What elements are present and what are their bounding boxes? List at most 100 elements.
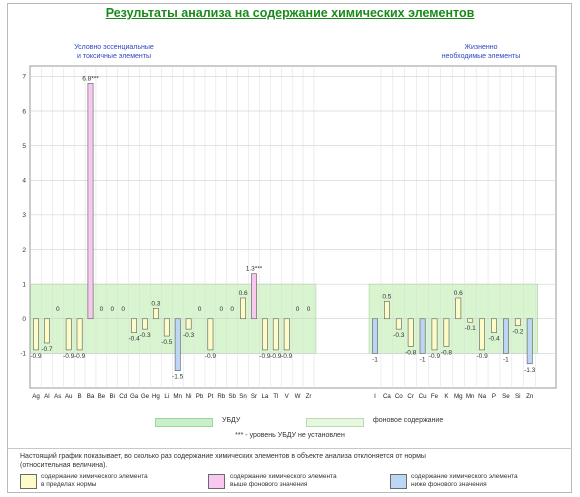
- legend-normal-line1: содержание химического элемента: [41, 473, 148, 480]
- legend-normal-text: содержание химического элемента в предел…: [41, 473, 148, 489]
- data-label-au: -0.9: [63, 353, 75, 360]
- data-label-b: -0.9: [74, 353, 86, 360]
- data-label-cu: -1: [420, 356, 426, 363]
- data-label-li: -0.5: [161, 339, 173, 346]
- y-tick-label: 3: [22, 212, 26, 219]
- bar-cr: [407, 318, 414, 347]
- x-tick-label-au: Au: [65, 393, 73, 400]
- bar-si: [514, 318, 521, 326]
- bar-mg: [455, 297, 462, 320]
- y-tick-label: 5: [22, 143, 26, 150]
- bar-cu: [419, 318, 426, 354]
- y-tick-label: 2: [22, 247, 26, 254]
- legend-below-swatch: [390, 474, 407, 489]
- legend-below-text: содержание химического элемента ниже фон…: [411, 473, 518, 489]
- legend-ubdu-label: УБДУ: [222, 417, 241, 424]
- data-label-k: -0.8: [441, 349, 453, 356]
- bar-se: [502, 318, 509, 354]
- legend-ubdu-note: *** - уровень УБДУ не установлен: [235, 432, 345, 439]
- data-label-p: -0.4: [488, 336, 500, 343]
- x-tick-label-al: Al: [44, 393, 50, 400]
- legend-above-text: содержание химического элемента выше фон…: [230, 473, 337, 489]
- bar-hg: [153, 308, 159, 320]
- x-tick-label-pt: Pt: [207, 393, 213, 400]
- explanation-line1: Настоящий график показывает, во сколько …: [20, 453, 426, 460]
- x-tick-label-na: Na: [478, 393, 486, 400]
- x-tick-label-si: Si: [515, 393, 521, 400]
- bar-i: [372, 318, 378, 354]
- bar-pt: [207, 318, 214, 351]
- x-tick-label-v: V: [285, 393, 290, 400]
- bar-sr: [251, 273, 257, 320]
- bar-la: [261, 318, 268, 351]
- data-label-pb: 0: [198, 306, 202, 313]
- x-tick-label-pb: Pb: [196, 393, 204, 400]
- x-tick-label-mg: Mg: [454, 393, 463, 400]
- data-label-si: -0.2: [512, 329, 524, 336]
- y-tick-label: 7: [22, 74, 26, 81]
- bar-mn: [174, 318, 181, 371]
- data-label-bi: 0: [110, 306, 114, 313]
- bar-li: [163, 318, 170, 337]
- bar-tl: [272, 318, 279, 351]
- x-tick-label-ga: Ga: [130, 393, 139, 400]
- bar-ca: [383, 301, 390, 320]
- legend-above-swatch: [208, 474, 225, 489]
- x-tick-label-hg: Hg: [152, 393, 160, 400]
- x-tick-label-sb: Sb: [228, 393, 236, 400]
- x-tick-label-mn: Mn: [466, 393, 475, 400]
- x-tick-label-fe: Fe: [431, 393, 439, 400]
- data-label-ni: -0.3: [183, 332, 195, 339]
- y-tick-label: 1: [22, 281, 26, 288]
- data-label-al: -0.7: [41, 346, 53, 353]
- explanation-line2: (относительная величина).: [20, 462, 108, 469]
- data-label-ba: 6.8***: [82, 75, 99, 82]
- x-tick-label-cu: Cu: [419, 393, 427, 400]
- y-tick-label: 6: [22, 108, 26, 115]
- bar-al: [43, 318, 50, 344]
- bar-co: [395, 318, 402, 330]
- legend-above-line2: выше фонового значения: [230, 481, 308, 488]
- data-label-na: -0.9: [476, 353, 488, 360]
- x-tick-label-la: La: [261, 393, 268, 400]
- data-label-fe: -0.9: [429, 353, 441, 360]
- x-tick-label-bi: Bi: [110, 393, 116, 400]
- x-tick-label-rb: Rb: [217, 393, 225, 400]
- legend-ubdu-swatch: [155, 418, 213, 427]
- data-label-w: 0: [296, 306, 300, 313]
- legend-normal-line2: в пределах нормы: [41, 481, 97, 488]
- x-tick-label-mn: Mn: [173, 393, 182, 400]
- bar-ga: [131, 318, 137, 333]
- data-label-ge: -0.3: [139, 332, 151, 339]
- data-label-se: -1: [503, 356, 509, 363]
- bar-ge: [142, 318, 148, 330]
- x-tick-label-tl: Tl: [273, 393, 278, 400]
- bar-zn: [526, 318, 533, 365]
- x-tick-label-ni: Ni: [186, 393, 192, 400]
- bar-mn: [467, 318, 474, 323]
- data-label-cd: 0: [121, 306, 125, 313]
- data-label-be: 0: [100, 306, 104, 313]
- data-label-co: -0.3: [393, 332, 405, 339]
- legend-below-line2: ниже фонового значения: [411, 481, 487, 488]
- x-tick-label-zr: Zr: [306, 393, 312, 400]
- data-label-la: -0.9: [259, 353, 271, 360]
- y-tick-label: 4: [22, 178, 26, 185]
- bar-ba: [87, 83, 94, 320]
- data-label-ca: 0.5: [382, 293, 391, 300]
- data-label-zr: 0: [307, 306, 311, 313]
- x-tick-label-cr: Cr: [407, 393, 414, 400]
- bar-ag: [33, 318, 39, 351]
- x-tick-label-se: Se: [502, 393, 510, 400]
- x-tick-label-li: Li: [164, 393, 169, 400]
- x-tick-label-ge: Ge: [141, 393, 150, 400]
- group-label-left-line2: и токсичные элементы: [76, 52, 151, 60]
- x-tick-label-b: B: [78, 393, 82, 400]
- bar-na: [479, 318, 485, 351]
- legend-normal-swatch: [20, 474, 37, 489]
- data-label-zn: -1.3: [524, 367, 536, 374]
- x-tick-label-i: I: [374, 393, 376, 400]
- bar-k: [443, 318, 450, 347]
- group-label-right-line1: Жизненно: [464, 44, 498, 51]
